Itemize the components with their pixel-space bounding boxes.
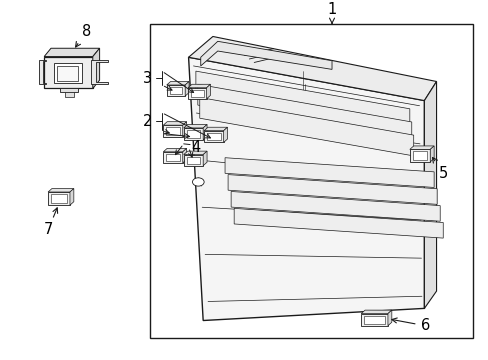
Bar bbox=[54, 63, 82, 83]
Bar bbox=[149, 24, 472, 338]
Polygon shape bbox=[188, 84, 210, 88]
Bar bbox=[183, 128, 203, 140]
Polygon shape bbox=[223, 127, 227, 143]
Polygon shape bbox=[409, 146, 433, 149]
Bar bbox=[203, 131, 223, 143]
Polygon shape bbox=[188, 57, 424, 320]
Polygon shape bbox=[44, 48, 100, 57]
Bar bbox=[64, 91, 74, 97]
Bar bbox=[186, 130, 200, 138]
Text: 7: 7 bbox=[43, 208, 58, 238]
Polygon shape bbox=[201, 41, 331, 69]
Bar bbox=[191, 90, 203, 97]
Polygon shape bbox=[203, 151, 206, 166]
Polygon shape bbox=[183, 122, 186, 137]
Polygon shape bbox=[48, 189, 74, 192]
Polygon shape bbox=[183, 148, 186, 163]
Circle shape bbox=[192, 178, 203, 186]
Text: 4: 4 bbox=[191, 140, 200, 155]
Bar bbox=[364, 316, 384, 324]
Polygon shape bbox=[183, 151, 206, 154]
Polygon shape bbox=[93, 48, 100, 89]
Text: 6: 6 bbox=[391, 318, 429, 333]
Polygon shape bbox=[203, 125, 206, 140]
Polygon shape bbox=[44, 57, 93, 89]
Polygon shape bbox=[224, 158, 433, 188]
Text: 1: 1 bbox=[327, 3, 336, 23]
Bar bbox=[166, 85, 185, 96]
Polygon shape bbox=[91, 60, 108, 84]
Polygon shape bbox=[39, 60, 46, 84]
Bar bbox=[166, 127, 180, 135]
Bar bbox=[163, 125, 183, 137]
Text: 2: 2 bbox=[142, 114, 152, 129]
Polygon shape bbox=[429, 146, 433, 162]
Bar bbox=[409, 149, 429, 162]
Bar bbox=[169, 87, 182, 94]
Bar bbox=[412, 152, 427, 160]
Polygon shape bbox=[183, 125, 206, 128]
Polygon shape bbox=[361, 310, 391, 314]
Bar bbox=[186, 157, 200, 163]
Bar bbox=[183, 154, 203, 166]
Bar bbox=[206, 133, 220, 140]
Bar bbox=[48, 192, 70, 205]
Polygon shape bbox=[203, 127, 227, 131]
Bar bbox=[57, 66, 78, 81]
Polygon shape bbox=[166, 81, 189, 85]
Polygon shape bbox=[231, 192, 439, 221]
Polygon shape bbox=[60, 88, 78, 92]
Text: 8: 8 bbox=[76, 23, 91, 47]
Polygon shape bbox=[163, 148, 186, 152]
Polygon shape bbox=[424, 81, 436, 309]
Text: 5: 5 bbox=[432, 158, 447, 181]
Polygon shape bbox=[198, 84, 411, 143]
Polygon shape bbox=[234, 208, 442, 238]
Polygon shape bbox=[200, 98, 413, 156]
Bar bbox=[166, 154, 180, 161]
Bar bbox=[361, 314, 387, 326]
Bar bbox=[51, 194, 67, 203]
Polygon shape bbox=[70, 189, 74, 205]
Bar bbox=[163, 152, 183, 163]
Text: 3: 3 bbox=[142, 71, 152, 86]
Polygon shape bbox=[387, 310, 391, 326]
Polygon shape bbox=[227, 175, 436, 204]
Polygon shape bbox=[188, 36, 436, 100]
Polygon shape bbox=[163, 122, 186, 125]
Polygon shape bbox=[206, 84, 210, 99]
Polygon shape bbox=[196, 71, 409, 130]
Bar bbox=[188, 88, 206, 99]
Polygon shape bbox=[185, 81, 189, 96]
